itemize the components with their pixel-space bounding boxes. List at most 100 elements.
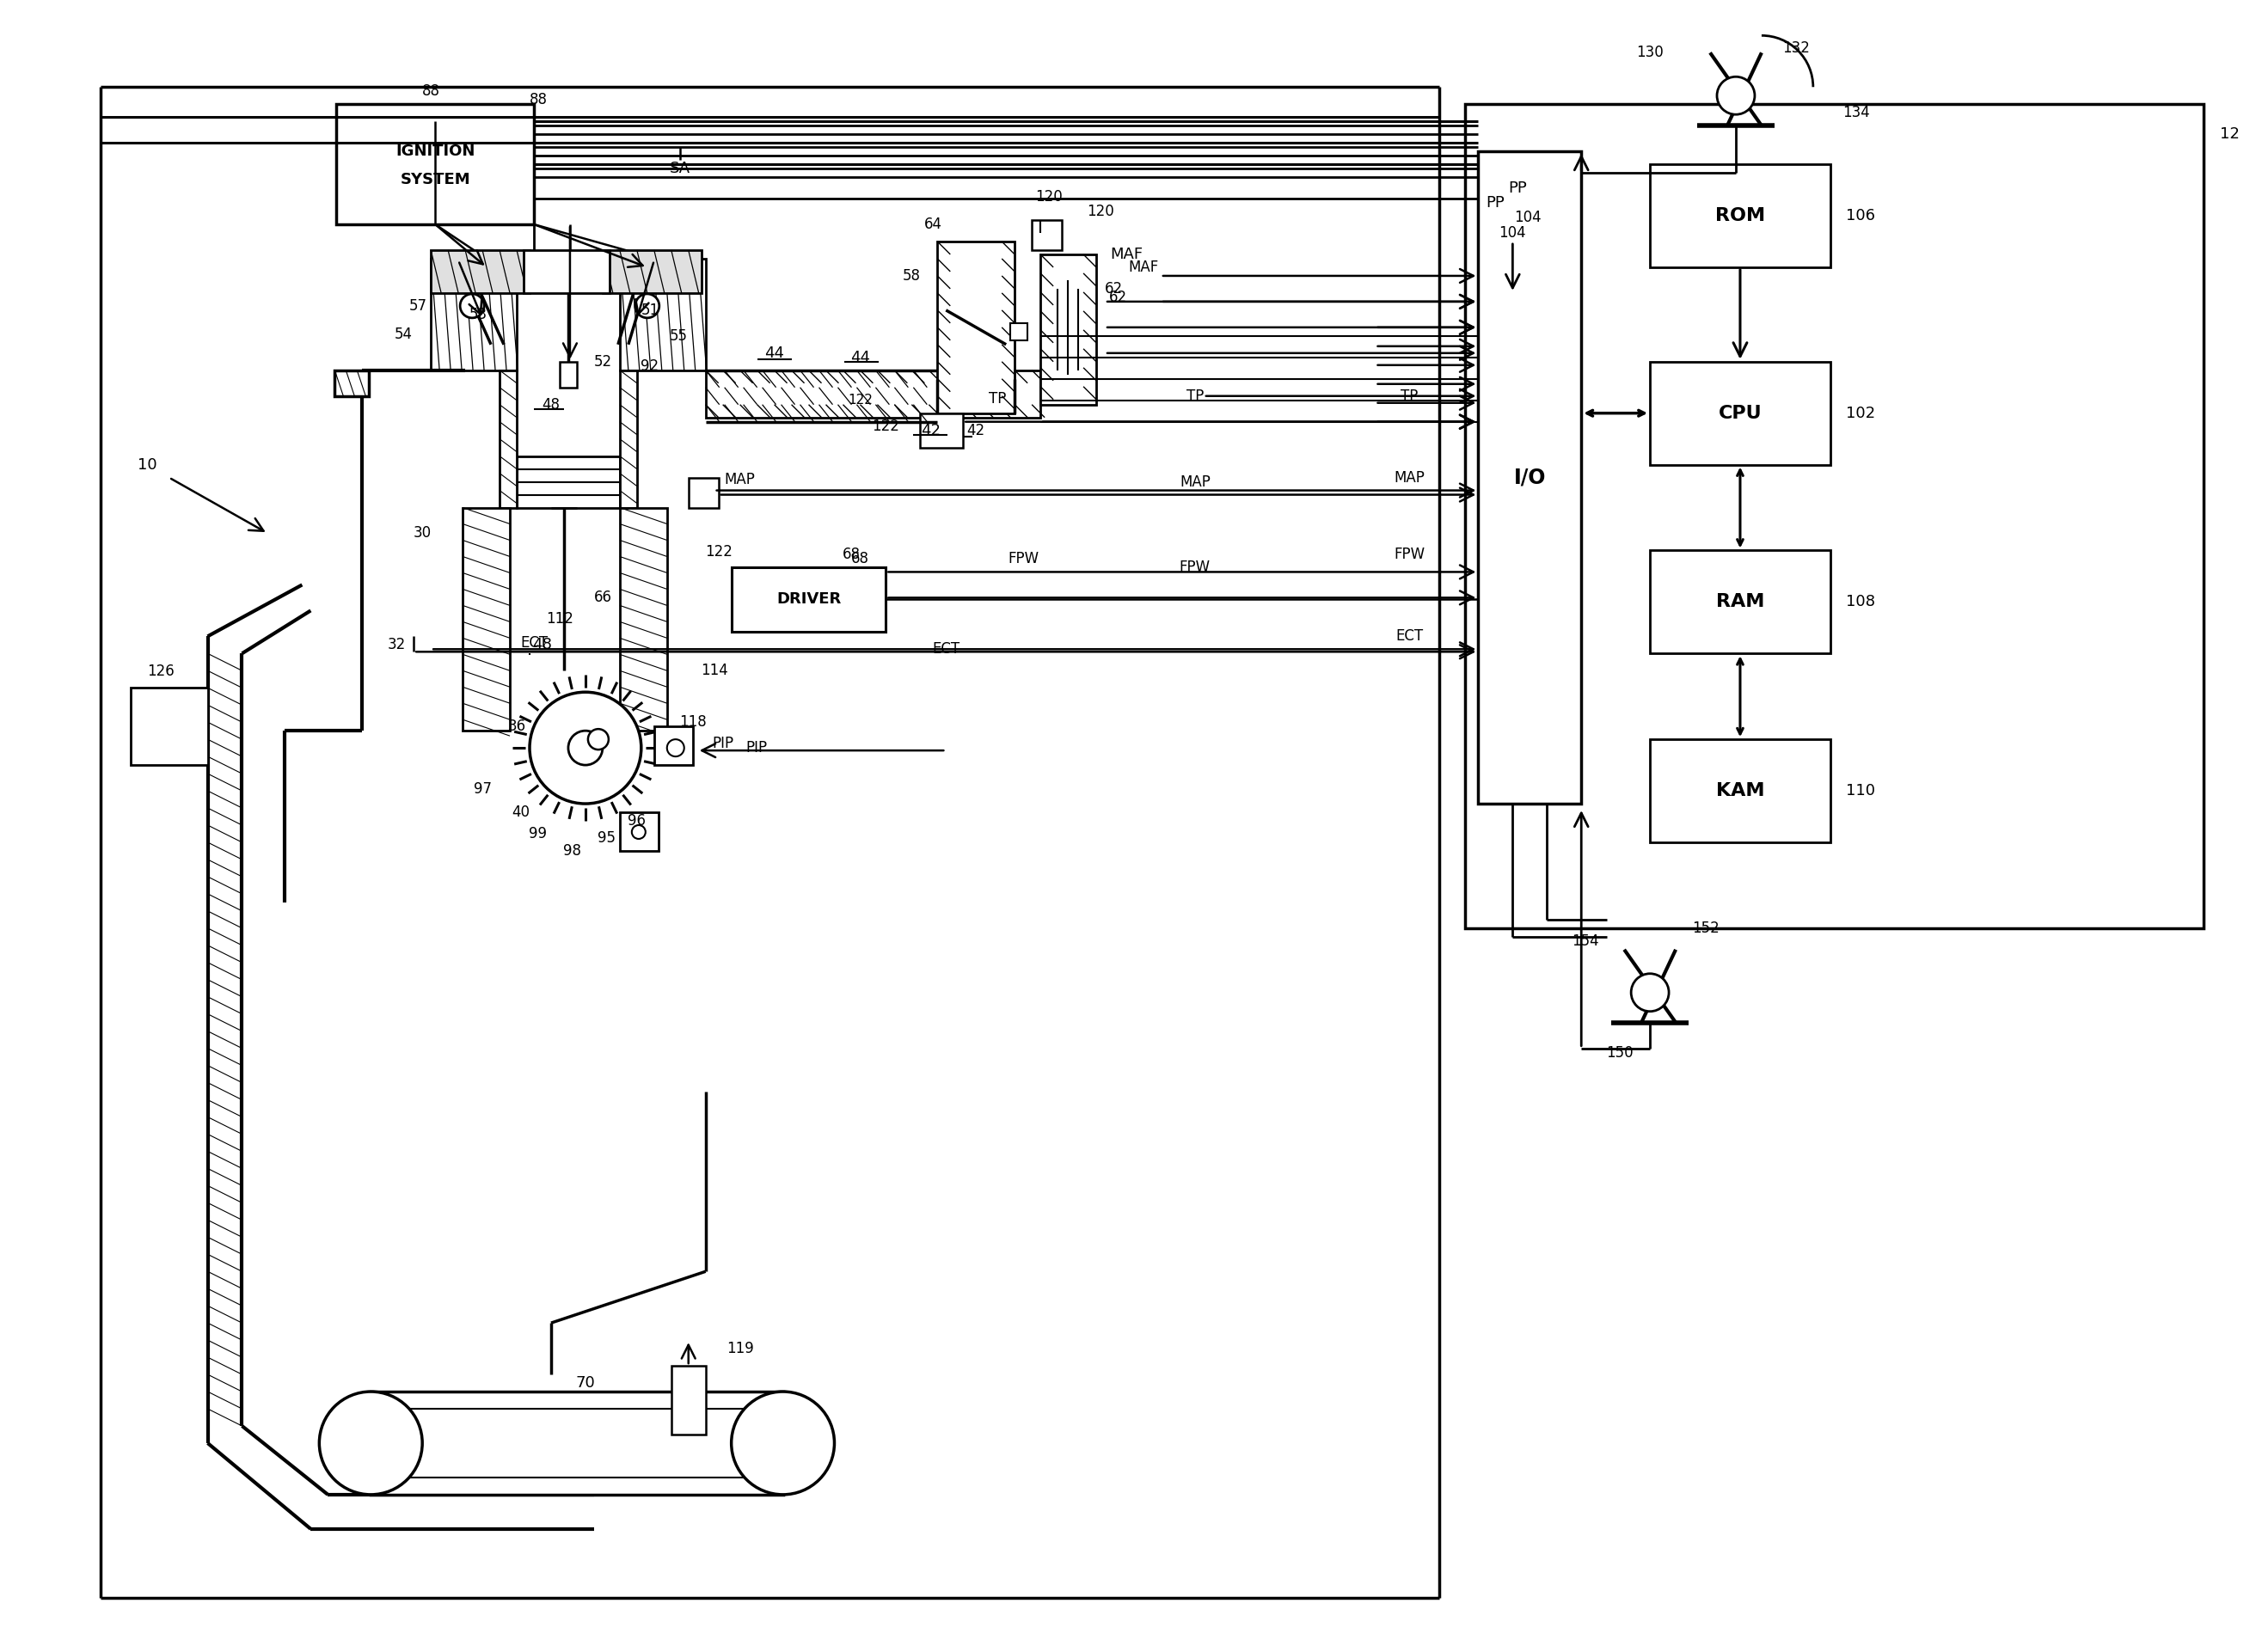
Text: 42: 42 — [920, 423, 940, 438]
Bar — [1649, 362, 1829, 464]
Text: 112: 112 — [547, 611, 574, 626]
Text: DRIVER: DRIVER — [776, 591, 842, 608]
Bar — [1040, 254, 1096, 405]
Text: TP: TP — [988, 392, 1006, 406]
Text: PP: PP — [1485, 195, 1505, 210]
Text: 12: 12 — [2221, 127, 2239, 142]
Text: 130: 130 — [1636, 45, 1663, 61]
Circle shape — [1631, 973, 1670, 1011]
Bar — [655, 727, 693, 765]
Text: 68: 68 — [850, 552, 868, 567]
Text: 106: 106 — [1845, 208, 1874, 223]
Text: 95: 95 — [599, 831, 617, 846]
Text: 57: 57 — [410, 297, 428, 314]
Text: 122: 122 — [873, 418, 900, 434]
Text: PP: PP — [1508, 180, 1528, 197]
Bar — [130, 687, 207, 765]
Text: 108: 108 — [1845, 595, 1874, 610]
Text: SYSTEM: SYSTEM — [400, 172, 470, 187]
Text: 102: 102 — [1845, 405, 1874, 421]
Text: I/O: I/O — [1514, 468, 1546, 487]
Text: 42: 42 — [968, 423, 985, 438]
Text: 152: 152 — [1692, 920, 1719, 937]
Bar — [1649, 740, 1829, 843]
Text: 30: 30 — [414, 525, 432, 542]
Text: 97: 97 — [472, 781, 490, 796]
Bar — [731, 568, 886, 633]
Bar — [707, 370, 1040, 418]
Text: 126: 126 — [146, 664, 173, 679]
Bar — [938, 241, 1015, 413]
Text: 53: 53 — [468, 307, 488, 322]
Text: 88: 88 — [529, 93, 547, 107]
Text: 70: 70 — [576, 1374, 596, 1391]
Text: ROM: ROM — [1714, 206, 1764, 225]
Bar — [524, 249, 610, 292]
Bar — [432, 259, 518, 370]
Text: PIP: PIP — [745, 740, 767, 755]
Text: 54: 54 — [394, 327, 412, 342]
Text: SA: SA — [670, 160, 691, 177]
Text: IGNITION: IGNITION — [396, 144, 475, 159]
Circle shape — [666, 740, 684, 757]
Text: 48: 48 — [542, 396, 560, 413]
Text: 104: 104 — [1498, 225, 1526, 241]
Text: 96: 96 — [628, 813, 646, 829]
Text: 122: 122 — [848, 393, 873, 406]
Bar — [1010, 324, 1028, 340]
Circle shape — [569, 730, 603, 765]
Text: 120: 120 — [1087, 203, 1114, 220]
Text: 62: 62 — [1105, 281, 1123, 296]
Bar — [670, 1366, 707, 1434]
Bar — [688, 477, 718, 507]
Bar — [1649, 550, 1829, 654]
Text: MAP: MAP — [724, 471, 756, 487]
Text: 88: 88 — [421, 84, 441, 99]
Text: ECT: ECT — [520, 636, 547, 651]
Bar — [1033, 220, 1062, 249]
Circle shape — [320, 1391, 423, 1495]
Text: 99: 99 — [529, 826, 547, 841]
Bar — [560, 362, 576, 388]
Text: RAM: RAM — [1717, 593, 1764, 611]
Text: 118: 118 — [680, 714, 706, 730]
Text: 134: 134 — [1843, 106, 1870, 121]
Text: 150: 150 — [1606, 1044, 1634, 1061]
Text: 104: 104 — [1514, 210, 1541, 225]
Text: MAF: MAF — [1127, 259, 1159, 274]
Text: FPW: FPW — [1395, 547, 1424, 563]
Bar — [335, 370, 369, 396]
Bar — [1465, 104, 2203, 928]
Text: 110: 110 — [1845, 783, 1874, 798]
Bar — [1478, 152, 1582, 803]
Text: CPU: CPU — [1719, 405, 1762, 421]
Circle shape — [587, 729, 608, 750]
Text: 10: 10 — [137, 458, 158, 472]
Bar — [619, 813, 659, 851]
Bar — [371, 1391, 783, 1495]
Bar — [432, 249, 529, 292]
Bar — [1649, 164, 1829, 268]
Text: 154: 154 — [1573, 933, 1600, 948]
Text: 119: 119 — [727, 1341, 754, 1356]
Bar — [920, 413, 963, 448]
Text: TP: TP — [1186, 388, 1204, 403]
Text: 92: 92 — [641, 358, 659, 373]
Text: 32: 32 — [387, 638, 405, 653]
Text: FPW: FPW — [1008, 552, 1040, 567]
Text: 68: 68 — [842, 547, 860, 563]
Text: 51: 51 — [641, 302, 659, 317]
Text: 58: 58 — [902, 268, 920, 284]
Text: 64: 64 — [925, 216, 943, 231]
Circle shape — [459, 294, 484, 317]
Bar — [500, 370, 518, 507]
Text: 98: 98 — [562, 843, 580, 859]
Bar — [518, 456, 619, 507]
Circle shape — [632, 824, 646, 839]
Text: 44: 44 — [850, 350, 871, 365]
Bar — [619, 507, 666, 730]
Text: 62: 62 — [1109, 289, 1127, 306]
Text: ECT: ECT — [1395, 628, 1424, 644]
Bar — [603, 249, 702, 292]
Text: 52: 52 — [594, 354, 612, 370]
